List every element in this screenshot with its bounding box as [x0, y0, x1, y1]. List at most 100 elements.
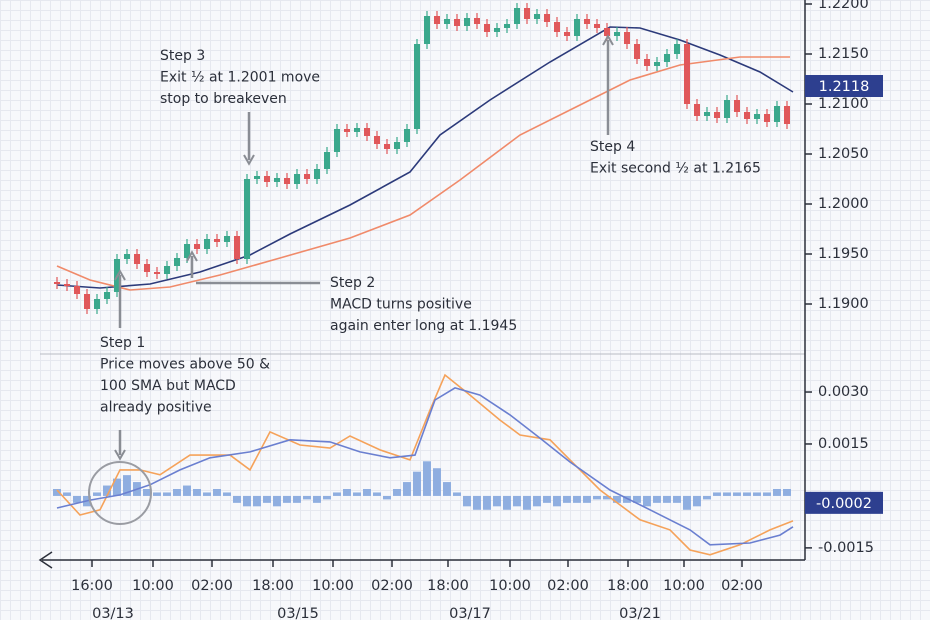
candle-body	[424, 16, 430, 44]
histogram-bar	[63, 492, 71, 496]
histogram-bar	[173, 488, 181, 496]
annotation: Step 4	[590, 139, 635, 155]
histogram-bar	[593, 495, 601, 500]
histogram-bar	[493, 495, 501, 507]
histogram-bar	[103, 485, 111, 496]
indicator-line	[56, 373, 794, 556]
date-label: 03/15	[277, 606, 319, 620]
histogram-bar	[333, 492, 341, 496]
macd-highlight-circle	[88, 461, 152, 525]
candle-body	[404, 129, 410, 142]
histogram-bar	[163, 492, 171, 496]
candle-body	[134, 254, 140, 264]
x-tick-label: 10:00	[132, 578, 174, 594]
candle-body	[474, 18, 480, 24]
candle-body	[504, 24, 510, 28]
histogram-bar	[643, 495, 651, 507]
candle-body	[74, 286, 80, 294]
histogram-bar	[403, 482, 411, 496]
histogram-bar	[543, 495, 551, 503]
histogram-bar	[253, 495, 261, 507]
y-tick-label: 0.0030	[818, 384, 869, 400]
histogram-bar	[533, 495, 541, 507]
candle-body	[694, 104, 700, 116]
candle-body	[494, 28, 500, 32]
histogram-bar	[393, 488, 401, 496]
histogram-bar	[143, 488, 151, 496]
annotation: again enter long at 1.1945	[330, 318, 517, 334]
candle-body	[704, 112, 710, 116]
candle-body	[124, 254, 130, 259]
candle-body	[604, 28, 610, 36]
candle-body	[564, 32, 570, 36]
candle-body	[344, 129, 350, 132]
candle-body	[364, 128, 370, 136]
y-tick-label: -0.0015	[818, 540, 874, 556]
candle-body	[64, 284, 70, 286]
candle-body	[774, 106, 780, 122]
histogram-bar	[423, 461, 431, 496]
candle-body	[184, 244, 190, 258]
candle-body	[304, 174, 310, 179]
x-tick-label: 02:00	[547, 578, 589, 594]
x-tick-label: 18:00	[252, 578, 294, 594]
indicator-line	[56, 26, 794, 289]
x-tick-label: 02:00	[191, 578, 233, 594]
histogram-bar	[233, 495, 241, 503]
histogram-bar	[353, 492, 361, 496]
candle-body	[204, 239, 210, 249]
histogram-bar	[243, 495, 251, 507]
histogram-bar	[193, 488, 201, 496]
x-tick-label: 10:00	[489, 578, 531, 594]
candle-body	[144, 264, 150, 272]
histogram-bar	[113, 478, 121, 496]
annotation: MACD turns positive	[330, 297, 472, 313]
histogram-bar	[223, 492, 231, 496]
candle-body	[714, 112, 720, 118]
histogram-bar	[93, 492, 101, 496]
candle-body	[584, 19, 590, 24]
candle-body	[614, 32, 620, 36]
candle-body	[214, 239, 220, 242]
x-tick-label: 10:00	[312, 578, 354, 594]
y-tick-label: 1.2000	[818, 196, 869, 212]
histogram-bar	[373, 492, 381, 496]
annotation: Step 3	[160, 48, 205, 64]
candle-body	[354, 128, 360, 132]
candle-body	[624, 32, 630, 44]
date-label: 03/13	[92, 606, 134, 620]
candle-body	[284, 178, 290, 184]
histogram-bar	[573, 495, 581, 503]
histogram-bar	[453, 492, 461, 496]
date-label: 03/21	[619, 606, 661, 620]
candle-body	[94, 299, 100, 309]
annotation: Step 2	[330, 275, 375, 291]
histogram-bar	[693, 495, 701, 507]
candle-body	[314, 169, 320, 179]
candle-body	[754, 114, 760, 119]
candle-body	[644, 59, 650, 66]
candle-body	[394, 142, 400, 149]
histogram-bar	[633, 495, 641, 503]
histogram-bar	[153, 492, 161, 496]
candle-body	[434, 16, 440, 24]
y-tick-label: 1.2100	[818, 96, 869, 112]
x-tick-label: 18:00	[427, 578, 469, 594]
candle-body	[174, 258, 180, 266]
last-value-label: -0.0002	[816, 496, 872, 512]
histogram-bar	[413, 471, 421, 496]
candle-body	[384, 144, 390, 149]
y-tick-label: 1.1900	[818, 296, 869, 312]
candle-body	[574, 19, 580, 36]
candle-body	[374, 136, 380, 144]
histogram-bar	[673, 495, 681, 503]
candle-body	[744, 112, 750, 119]
candle-body	[514, 8, 520, 24]
candle-body	[54, 282, 60, 284]
histogram-bar	[553, 495, 561, 507]
annotation: Exit ½ at 1.2001 move	[160, 70, 320, 86]
candle-body	[544, 14, 550, 22]
histogram-bar	[313, 495, 321, 503]
candle-body	[164, 266, 170, 274]
y-tick-label: 0.0015	[818, 436, 869, 452]
